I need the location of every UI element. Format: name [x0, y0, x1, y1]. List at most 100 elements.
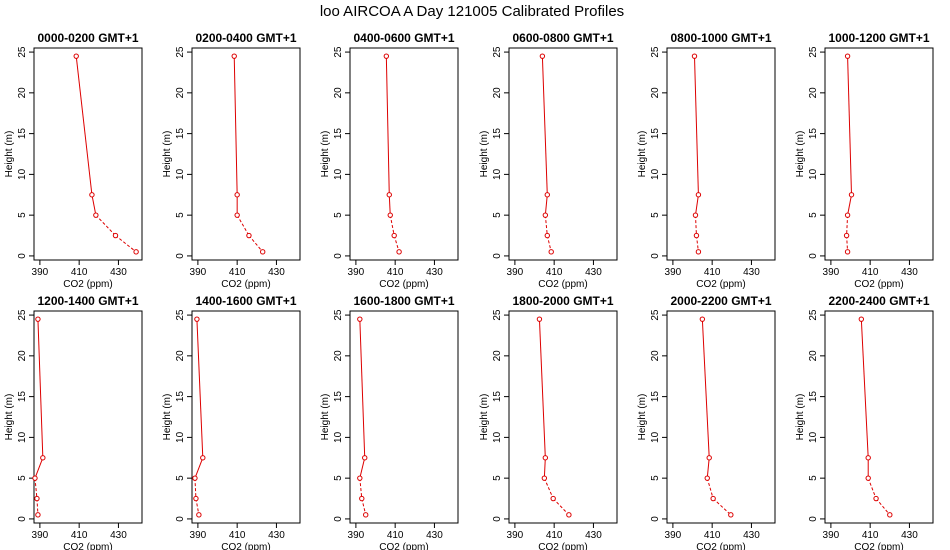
y-tick-label: 20: [808, 350, 819, 362]
profile-segment: [846, 235, 849, 252]
y-axis-label: Height (m): [4, 394, 15, 441]
data-point: [391, 232, 397, 239]
data-point: [844, 53, 851, 59]
x-tick-label: 430: [426, 530, 443, 541]
x-axis-label: CO2 (ppm): [221, 279, 270, 290]
data-point: [193, 495, 199, 502]
profile-segment: [75, 56, 93, 195]
data-point: [387, 212, 393, 218]
profile-segment: [34, 457, 44, 479]
x-tick-label: 430: [743, 530, 760, 541]
x-axis-label: CO2 (ppm): [63, 279, 112, 290]
panel-title: 0800-1000 GMT+1: [670, 31, 771, 45]
profile-segment: [544, 215, 548, 236]
y-tick-label: 15: [175, 391, 186, 403]
data-point: [544, 192, 550, 198]
data-point: [692, 212, 699, 218]
profile-segment: [194, 457, 204, 479]
figure-title: loo AIRCOA A Day 121005 Calibrated Profi…: [320, 3, 624, 20]
profile-segment: [541, 56, 548, 195]
profile-segment: [388, 194, 391, 216]
data-point: [234, 192, 240, 198]
y-tick-label: 20: [333, 87, 344, 99]
y-tick-label: 20: [333, 350, 344, 362]
data-point: [383, 53, 390, 59]
profile-segment: [37, 319, 44, 458]
y-tick-label: 0: [175, 253, 186, 259]
profile-segment: [860, 319, 869, 458]
x-tick-label: 430: [268, 267, 285, 278]
x-axis-label: CO2 (ppm): [221, 542, 270, 550]
profile-segment: [867, 477, 877, 499]
profile-segment: [846, 215, 849, 236]
y-tick-label: 25: [492, 46, 503, 58]
data-point: [35, 512, 41, 518]
x-tick-label: 390: [348, 267, 365, 278]
profile-panel: 0600-0800 GMT+1 390 410 430 0 5 10 15 20 25 CO2 (p…: [479, 31, 618, 290]
y-tick-label: 0: [808, 516, 819, 522]
profile-segment: [233, 56, 238, 195]
panel-title: 2200-2400 GMT+1: [828, 294, 929, 308]
profile-segment: [361, 498, 367, 515]
y-tick-label: 5: [650, 212, 661, 218]
data-point: [259, 249, 266, 255]
y-tick-label: 15: [492, 391, 503, 403]
profile-segment: [194, 478, 197, 499]
y-axis-label: Height (m): [637, 131, 648, 178]
plot-frame: [191, 47, 301, 261]
x-tick-label: 410: [229, 530, 246, 541]
data-point: [357, 475, 363, 481]
profile-segment: [701, 319, 710, 458]
y-tick-label: 10: [492, 431, 503, 443]
data-point: [192, 475, 198, 481]
data-point: [693, 232, 700, 239]
x-tick-label: 390: [507, 267, 524, 278]
y-axis-label: Height (m): [320, 131, 331, 178]
data-point: [363, 512, 369, 518]
data-point: [35, 316, 41, 322]
x-tick-label: 430: [268, 530, 285, 541]
panel-title: 2000-2200 GMT+1: [670, 294, 771, 308]
data-point: [550, 495, 556, 502]
profile-panel: 0200-0400 GMT+1 390 410 430 0 5 10 15 20 25 CO2 (p…: [162, 31, 301, 290]
profile-segment: [847, 56, 853, 195]
profile-segment: [546, 235, 552, 252]
profile-segment: [847, 194, 853, 216]
x-tick-label: 430: [901, 530, 918, 541]
profile-panel: 0800-1000 GMT+1 390 410 430 0 5 10 15 20 25 CO2 (p…: [637, 31, 776, 290]
data-point: [544, 232, 550, 239]
data-point: [887, 512, 893, 518]
panel-title: 0000-0200 GMT+1: [37, 31, 138, 45]
y-tick-label: 25: [650, 46, 661, 58]
y-tick-label: 25: [650, 309, 661, 321]
x-tick-label: 430: [743, 267, 760, 278]
y-tick-label: 15: [808, 128, 819, 140]
y-tick-label: 25: [333, 309, 344, 321]
plot-frame: [33, 310, 143, 524]
y-tick-label: 5: [175, 212, 186, 218]
profile-segment: [393, 235, 400, 252]
x-tick-label: 430: [901, 267, 918, 278]
profile-segment: [552, 498, 570, 516]
y-tick-label: 10: [17, 431, 28, 443]
y-tick-label: 0: [175, 516, 186, 522]
y-tick-label: 15: [17, 128, 28, 140]
plot-frame: [666, 47, 776, 261]
data-point: [231, 53, 237, 59]
data-point: [695, 249, 702, 255]
y-tick-label: 0: [808, 253, 819, 259]
y-axis-label: Height (m): [637, 394, 648, 441]
profile-segment: [544, 194, 548, 216]
y-tick-label: 5: [333, 212, 344, 218]
x-tick-label: 390: [348, 530, 365, 541]
plot-frame: [349, 47, 459, 261]
profile-segment: [706, 478, 714, 499]
data-point: [710, 495, 716, 502]
data-point: [40, 455, 46, 461]
profile-segment: [693, 56, 699, 195]
y-axis-label: Height (m): [162, 131, 173, 178]
data-point: [858, 316, 865, 322]
y-tick-label: 25: [175, 309, 186, 321]
data-point: [396, 249, 402, 255]
